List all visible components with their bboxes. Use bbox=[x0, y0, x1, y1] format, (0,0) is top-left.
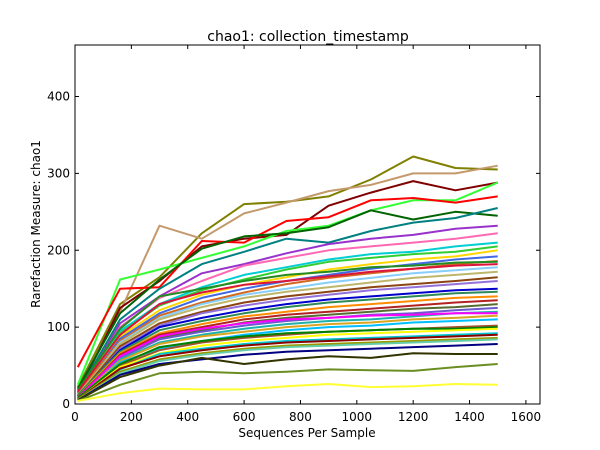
series-line-15 bbox=[76, 260, 498, 391]
series-line-37 bbox=[77, 338, 498, 402]
series-line-35 bbox=[77, 333, 498, 401]
series-line-12 bbox=[76, 249, 498, 397]
series-line-17 bbox=[77, 266, 498, 397]
y-axis-ticks: 0 100 200 300 400 bbox=[47, 90, 540, 411]
x-tick-label: 200 bbox=[120, 410, 143, 424]
x-tick-label: 0 bbox=[71, 410, 79, 424]
x-axis-label: Sequences Per Sample bbox=[238, 426, 375, 440]
y-tick-label: 400 bbox=[47, 90, 70, 104]
y-axis-label: Rarefaction Measure: chao1 bbox=[29, 140, 43, 308]
series-line-30 bbox=[77, 312, 498, 399]
series-line-5 bbox=[76, 195, 498, 368]
series-line-20 bbox=[77, 280, 498, 399]
x-tick-label: 1400 bbox=[454, 410, 485, 424]
series-line-23 bbox=[77, 295, 498, 398]
series-line-32 bbox=[77, 326, 498, 399]
x-tick-label: 400 bbox=[176, 410, 199, 424]
series-line-40 bbox=[77, 363, 498, 402]
series-line-21 bbox=[77, 287, 498, 397]
series-line-36 bbox=[77, 336, 498, 401]
chart-title: chao1: collection_timestamp bbox=[207, 29, 409, 45]
series-line-16 bbox=[76, 263, 498, 393]
y-tick-label: 100 bbox=[47, 320, 70, 334]
plot-frame bbox=[74, 44, 541, 405]
series-line-6 bbox=[76, 209, 498, 390]
series-line-7 bbox=[76, 207, 498, 394]
series-line-8 bbox=[76, 224, 498, 397]
series-line-19 bbox=[77, 276, 498, 397]
y-tick-label: 300 bbox=[47, 166, 70, 180]
series-line-26 bbox=[77, 306, 498, 399]
series-line-33 bbox=[77, 327, 498, 401]
y-tick-label: 200 bbox=[47, 243, 70, 257]
x-axis-ticks: 0 200 400 600 800 1000 1200 1400 1600 bbox=[71, 45, 541, 424]
series-line-39 bbox=[77, 352, 498, 402]
series-line-27 bbox=[77, 310, 498, 401]
series-line-38 bbox=[77, 343, 498, 402]
series-lines bbox=[76, 155, 499, 402]
series-line-41 bbox=[77, 383, 498, 402]
x-tick-label: 600 bbox=[233, 410, 256, 424]
x-tick-label: 1000 bbox=[342, 410, 373, 424]
series-line-22 bbox=[77, 290, 498, 396]
x-tick-label: 1200 bbox=[398, 410, 429, 424]
series-line-24 bbox=[77, 299, 498, 399]
series-line-18 bbox=[77, 270, 498, 396]
series-line-2 bbox=[76, 164, 498, 391]
series-line-28 bbox=[77, 314, 498, 399]
y-tick-label: 0 bbox=[62, 397, 70, 411]
series-line-34 bbox=[77, 332, 498, 401]
x-tick-label: 800 bbox=[289, 410, 312, 424]
x-tick-label: 1600 bbox=[511, 410, 542, 424]
